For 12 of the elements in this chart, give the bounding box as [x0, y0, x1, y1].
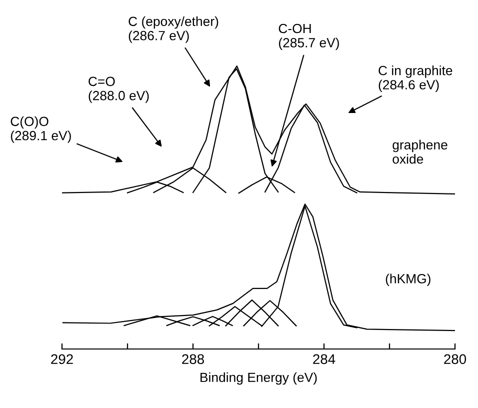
x-axis-title: Binding Energy (eV) — [200, 372, 317, 385]
x-tick-label: 280 — [444, 354, 466, 364]
text: C-OH (285.7 eV) — [278, 24, 339, 50]
text: C (epoxy/ether) (286.7 eV) — [128, 16, 218, 43]
annotation: C(O)O (289.1 eV) — [10, 116, 71, 143]
x-tick-label: 284 — [313, 354, 336, 364]
annotation: graphene oxide — [392, 140, 448, 164]
annotation: C=O (288.0 eV) — [88, 76, 149, 103]
annotation: C in graphite (284.6 eV) — [378, 66, 452, 92]
x-tick-label: 292 — [51, 354, 73, 364]
annotation: (hKMG) — [386, 274, 430, 286]
x-tick-label: 288 — [182, 354, 204, 364]
